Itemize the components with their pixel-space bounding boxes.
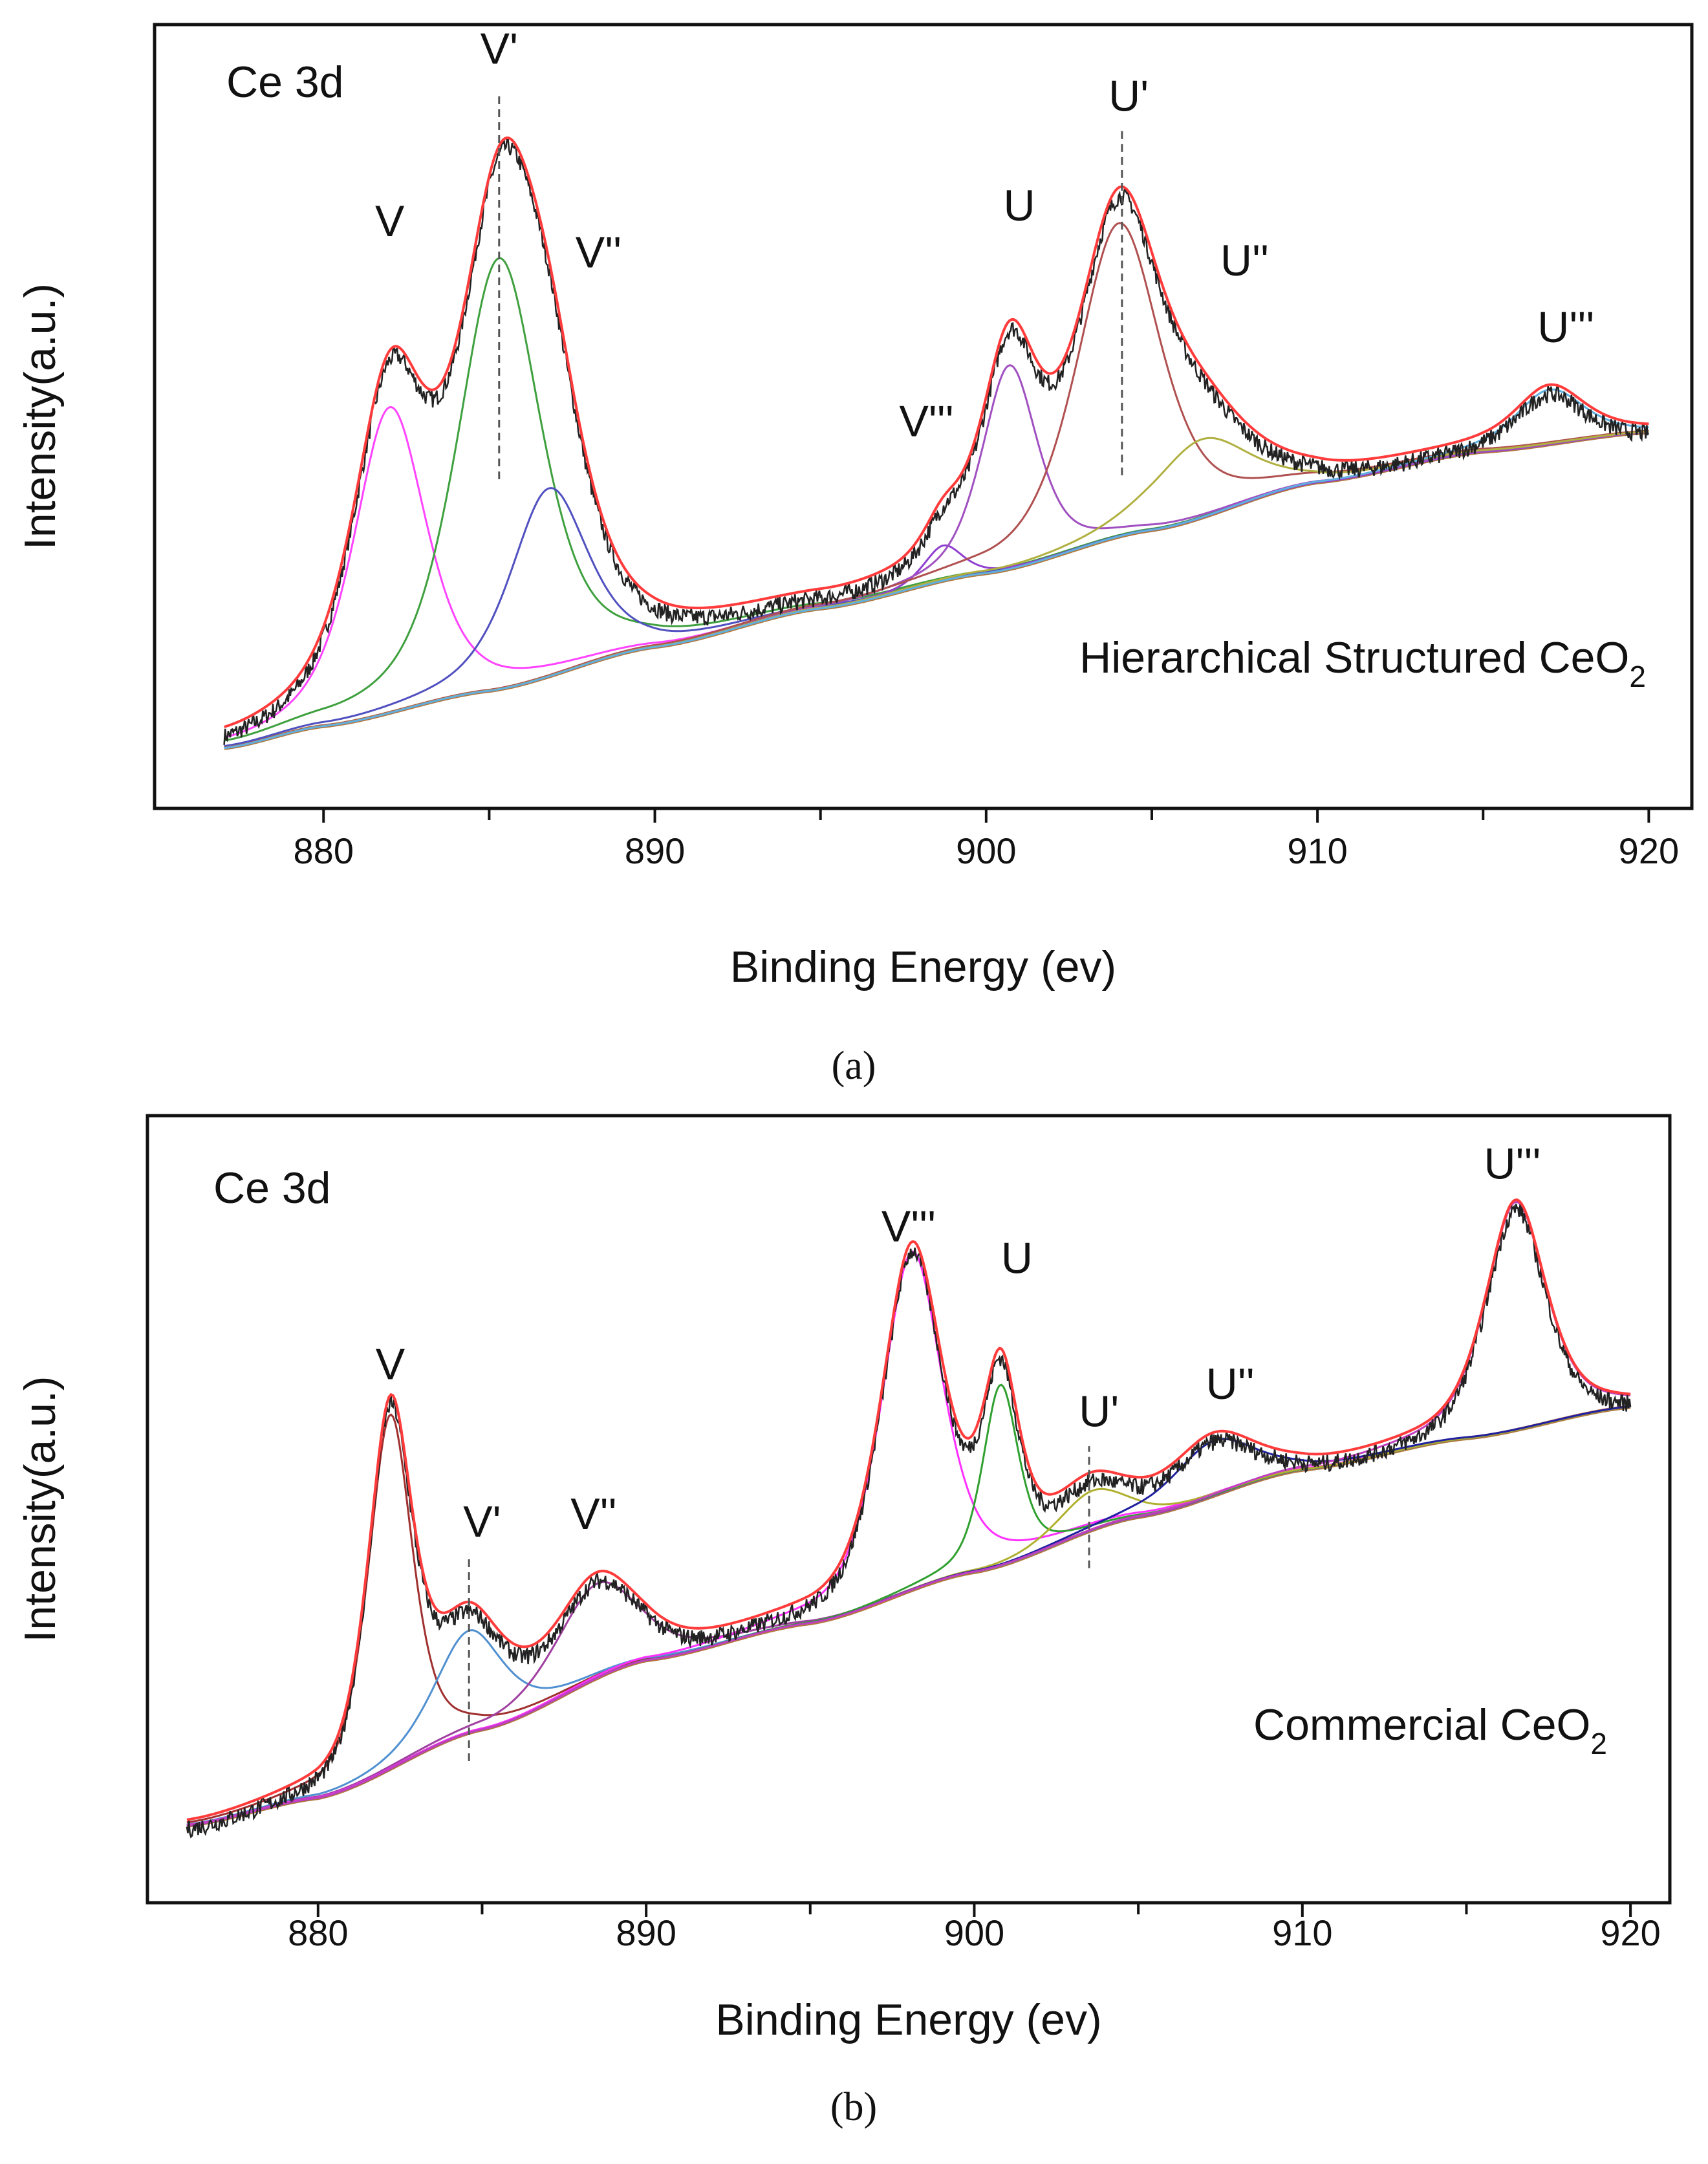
peak-label: V — [376, 1340, 405, 1389]
peak-label: V — [375, 197, 405, 246]
x-tick-label: 880 — [294, 830, 354, 871]
peak-label: U''' — [1537, 303, 1594, 352]
chart-panel-a: 880 890 900 910 920 Binding Energy (ev) Intens… — [16, 23, 1694, 1088]
peak-label: V''' — [881, 1202, 936, 1251]
sample-label: Hierarchical Structured CeO2 — [1079, 633, 1646, 693]
x-tick-label: 920 — [1619, 830, 1679, 871]
panel-caption: (a) — [832, 1044, 876, 1088]
x-tick-label: 880 — [288, 1912, 348, 1953]
chart-title: Ce 3d — [213, 1163, 330, 1213]
x-tick-label: 900 — [956, 830, 1016, 871]
chart-panel-b: 880 890 900 910 920 Binding Energy (ev) Intens… — [16, 1114, 1672, 2129]
peak-label: U''' — [1484, 1139, 1540, 1188]
peak-label: V'' — [576, 228, 622, 277]
sample-label-subscript: 2 — [1590, 1727, 1607, 1760]
envelope-fit-curve — [223, 136, 1649, 728]
sample-label: Commercial CeO2 — [1253, 1700, 1607, 1760]
chart-title: Ce 3d — [226, 58, 343, 107]
peak-label: V' — [463, 1497, 501, 1546]
x-tick-label: 920 — [1600, 1912, 1660, 1953]
raw-data-curve — [186, 1204, 1632, 1839]
peak-label: V''' — [899, 396, 953, 446]
x-axis-label: Binding Energy (ev) — [730, 942, 1116, 991]
peak-label: U'' — [1206, 1359, 1255, 1409]
envelope-fit-curve — [186, 1198, 1631, 1821]
sample-label-subscript: 2 — [1629, 660, 1646, 693]
x-tick-label: 890 — [616, 1912, 676, 1953]
peak-label: U — [1001, 1233, 1033, 1282]
plot-frame — [153, 23, 1694, 810]
x-tick-label: 900 — [944, 1912, 1004, 1953]
x-tick-label: 910 — [1287, 830, 1347, 871]
peak-label: U — [1004, 181, 1035, 230]
y-axis-label: Intensity(a.u.) — [16, 1376, 65, 1643]
peak-label: U' — [1079, 1387, 1119, 1436]
x-tick-label: 910 — [1272, 1912, 1332, 1953]
component-curve — [186, 1200, 1631, 1827]
panel-caption: (b) — [830, 2085, 877, 2129]
peak-label: U'' — [1220, 236, 1269, 285]
x-tick-label: 890 — [625, 830, 685, 871]
peak-label: V'' — [570, 1489, 616, 1539]
peak-label: V' — [481, 25, 518, 74]
x-axis-label: Binding Energy (ev) — [715, 1995, 1101, 2044]
peak-label: U' — [1108, 71, 1149, 120]
plot-frame — [146, 1114, 1672, 1905]
y-axis-label: Intensity(a.u.) — [16, 283, 65, 550]
